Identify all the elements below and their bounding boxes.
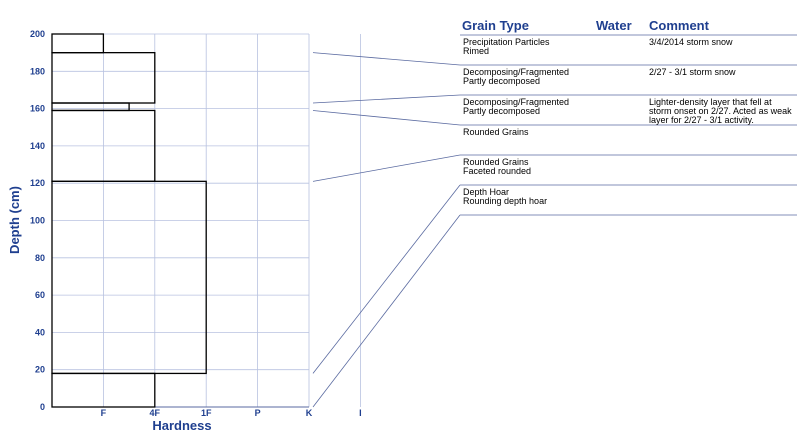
header-water: Water: [596, 18, 632, 33]
x-tick-label: 4F: [150, 408, 161, 418]
grain-secondary: Partly decomposed: [463, 76, 540, 86]
y-tick-label: 0: [40, 402, 45, 412]
connector-line: [312, 214, 461, 408]
comment-line: storm onset on 2/27. Acted as weak: [649, 106, 792, 116]
connector-line: [312, 94, 461, 104]
grain-primary: Depth Hoar: [463, 187, 509, 197]
layer-connectors: [312, 52, 461, 408]
grain-primary: Rounded Grains: [463, 157, 529, 167]
x-tick-label: 1F: [201, 408, 212, 418]
comment-line: 3/4/2014 storm snow: [649, 37, 733, 47]
layer-bar: [51, 33, 105, 54]
x-axis-title: Hardness: [152, 418, 211, 433]
y-axis-title: Depth (cm): [7, 186, 22, 254]
grain-secondary: Partly decomposed: [463, 106, 540, 116]
x-tick-label: K: [306, 408, 313, 418]
grain-primary: Decomposing/Fragmented: [463, 97, 569, 107]
connector-line: [312, 52, 461, 66]
y-tick-label: 60: [35, 290, 45, 300]
header-comment: Comment: [649, 18, 710, 33]
x-tick-label: I: [359, 408, 362, 418]
grain-secondary: Rimed: [463, 46, 489, 56]
connector-line: [312, 110, 461, 126]
comment-line: 2/27 - 3/1 storm snow: [649, 67, 736, 77]
y-tick-label: 20: [35, 365, 45, 375]
y-tick-label: 160: [30, 104, 45, 114]
y-tick-labels: 0 20 40 60 80 100 120 140 160 180 200: [30, 29, 45, 412]
connector-line: [312, 184, 461, 374]
x-tick-labels: F 4F 1F P K I: [101, 408, 362, 418]
x-tick-label: F: [101, 408, 107, 418]
x-tick-label: P: [255, 408, 261, 418]
connector-line: [312, 154, 461, 182]
grain-primary: Decomposing/Fragmented: [463, 67, 569, 77]
layer-bar: [51, 372, 156, 408]
comment-line: Lighter-density layer that fell at: [649, 97, 772, 107]
y-tick-label: 180: [30, 66, 45, 76]
comment-line: layer for 2/27 - 3/1 activity.: [649, 115, 754, 125]
layer-bar: [51, 180, 207, 375]
y-tick-label: 140: [30, 141, 45, 151]
y-tick-label: 100: [30, 216, 45, 226]
grain-primary: Rounded Grains: [463, 127, 529, 137]
grain-secondary: Rounding depth hoar: [463, 196, 547, 206]
header-grain-type: Grain Type: [462, 18, 529, 33]
grain-primary: Precipitation Particles: [463, 37, 550, 47]
grain-secondary: Faceted rounded: [463, 166, 531, 176]
y-tick-label: 40: [35, 327, 45, 337]
y-tick-label: 80: [35, 253, 45, 263]
layer-bar: [51, 102, 130, 112]
hardness-layers: [51, 33, 207, 408]
y-tick-label: 120: [30, 178, 45, 188]
y-tick-label: 200: [30, 29, 45, 39]
